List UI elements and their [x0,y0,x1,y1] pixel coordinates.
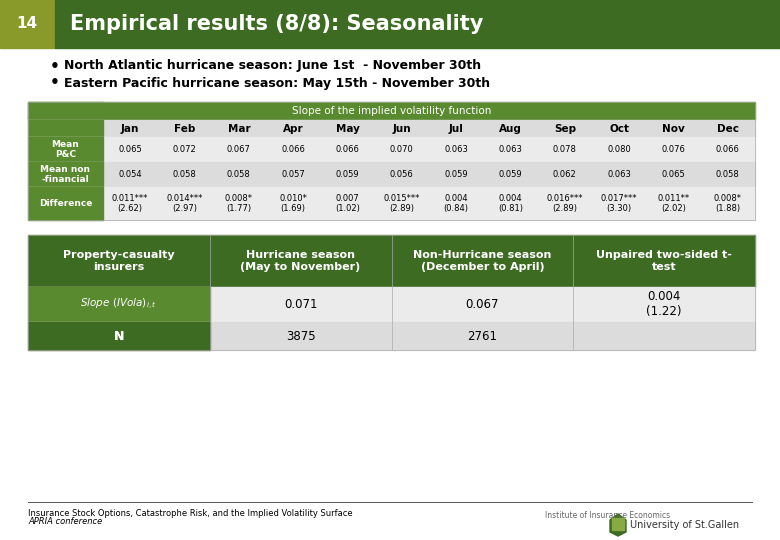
Bar [28,287,755,322]
Text: 0.070: 0.070 [390,145,413,154]
Text: Jun: Jun [392,124,411,133]
Text: Nov: Nov [662,124,685,133]
Text: 0.058: 0.058 [716,170,739,179]
Text: Oct: Oct [609,124,629,133]
Text: Dec: Dec [717,124,739,133]
Text: 0.067: 0.067 [466,298,499,311]
Polygon shape [612,518,624,530]
Text: 0.015***
(2.89): 0.015*** (2.89) [384,194,420,213]
Text: 0.072: 0.072 [172,145,197,154]
Text: 0.011***
(2.62): 0.011*** (2.62) [112,194,148,213]
Text: 0.054: 0.054 [119,170,142,179]
Bar [28,322,755,350]
Text: Eastern Pacific hurricane season: May 15th - November 30th: Eastern Pacific hurricane season: May 15… [64,77,490,90]
Text: 0.007
(1.02): 0.007 (1.02) [335,194,360,213]
Text: 0.080: 0.080 [608,145,631,154]
Text: Difference: Difference [39,199,92,208]
Text: Institute of Insurance Economics: Institute of Insurance Economics [545,511,670,521]
Text: 0.063: 0.063 [498,145,523,154]
Text: APRIA conference: APRIA conference [28,517,102,526]
Bar [28,187,103,220]
Bar [0,0,55,48]
Text: Jul: Jul [448,124,463,133]
Bar [28,102,103,120]
Text: •: • [50,58,60,73]
Bar [28,120,103,137]
Text: 0.078: 0.078 [553,145,576,154]
Bar [28,235,210,287]
Text: 0.058: 0.058 [172,170,197,179]
Text: 3875: 3875 [285,329,315,342]
Text: 0.066: 0.066 [716,145,739,154]
Text: Slope of the implied volatility function: Slope of the implied volatility function [292,106,491,116]
Text: 0.058: 0.058 [227,170,250,179]
Bar [28,102,755,220]
Text: 0.010*
(1.69): 0.010* (1.69) [279,194,307,213]
Text: 0.063: 0.063 [445,145,468,154]
Bar [55,0,780,48]
Text: 0.016***
(2.89): 0.016*** (2.89) [547,194,583,213]
Text: 0.062: 0.062 [553,170,576,179]
Text: 2761: 2761 [467,329,498,342]
Text: North Atlantic hurricane season: June 1st  - November 30th: North Atlantic hurricane season: June 1s… [64,59,481,72]
Text: Mean non
-financial: Mean non -financial [41,165,90,184]
Text: 0.059: 0.059 [335,170,360,179]
Text: Insurance Stock Options, Catastrophe Risk, and the Implied Volatility Surface: Insurance Stock Options, Catastrophe Ris… [28,509,353,518]
Text: 0.059: 0.059 [498,170,523,179]
Text: 0.004
(1.22): 0.004 (1.22) [647,291,682,319]
Bar [392,235,573,287]
Text: Hurricane season
(May to November): Hurricane season (May to November) [240,250,360,272]
Text: Aug: Aug [499,124,522,133]
Bar [573,235,755,287]
Text: 0.011**
(2.02): 0.011** (2.02) [658,194,690,213]
Text: 0.065: 0.065 [661,170,686,179]
Bar [28,137,103,162]
Text: 0.004
(0.81): 0.004 (0.81) [498,194,523,213]
Text: Non-Hurricane season
(December to April): Non-Hurricane season (December to April) [413,250,551,272]
Text: 0.017***
(3.30): 0.017*** (3.30) [601,194,637,213]
Text: N: N [114,329,124,342]
Text: 0.008*
(1.77): 0.008* (1.77) [225,194,253,213]
Text: Jan: Jan [121,124,140,133]
Polygon shape [610,514,626,536]
Bar [28,120,755,137]
Text: 0.066: 0.066 [282,145,305,154]
Text: 0.067: 0.067 [227,145,251,154]
Text: Unpaired two-sided t-
test: Unpaired two-sided t- test [596,250,732,272]
Text: 0.076: 0.076 [661,145,686,154]
Bar [28,162,103,187]
Text: 0.066: 0.066 [335,145,360,154]
Bar [28,322,210,350]
Text: 0.059: 0.059 [445,170,468,179]
Text: Property-casualty
insurers: Property-casualty insurers [63,250,175,272]
Text: 0.063: 0.063 [607,170,631,179]
Text: $Slope\ (IVola)_{i,t}$: $Slope\ (IVola)_{i,t}$ [80,297,158,312]
Bar [28,187,755,220]
Text: Feb: Feb [174,124,195,133]
Text: 0.004
(0.84): 0.004 (0.84) [444,194,469,213]
Bar [210,235,392,287]
Text: 0.014***
(2.97): 0.014*** (2.97) [166,194,203,213]
Text: •: • [50,76,60,91]
Bar [28,162,755,187]
Text: 0.008*
(1.88): 0.008* (1.88) [714,194,742,213]
Text: Apr: Apr [283,124,303,133]
Text: Sep: Sep [554,124,576,133]
Text: May: May [335,124,360,133]
Text: N: N [114,329,124,342]
Text: Mean
P&C: Mean P&C [51,140,80,159]
Text: 0.071: 0.071 [284,298,317,311]
Text: Mar: Mar [228,124,250,133]
Text: 0.056: 0.056 [390,170,413,179]
Bar [28,102,755,120]
Bar [28,287,210,322]
Bar [28,137,755,162]
Text: University of St.Gallen: University of St.Gallen [630,520,739,530]
Text: 14: 14 [16,17,37,31]
Bar [28,235,755,350]
Text: Empirical results (8/8): Seasonality: Empirical results (8/8): Seasonality [70,14,484,34]
Text: 0.057: 0.057 [282,170,305,179]
Text: 0.065: 0.065 [119,145,142,154]
